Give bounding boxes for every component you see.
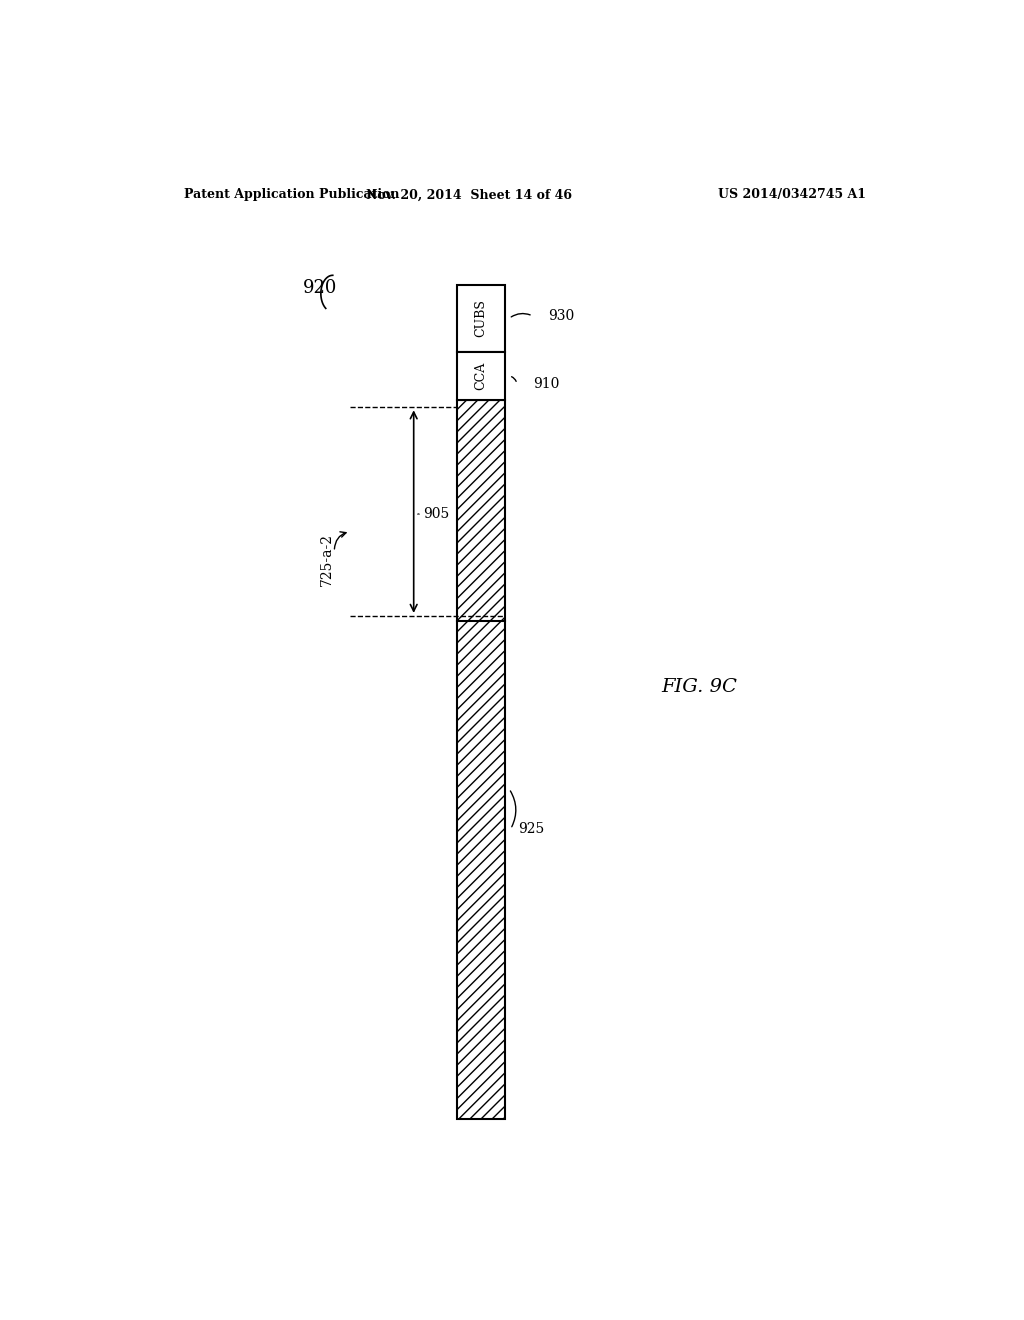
Bar (458, 351, 505, 400)
Bar (458, 285, 505, 351)
Text: CCA: CCA (475, 362, 487, 389)
Text: Patent Application Publication: Patent Application Publication (183, 189, 399, 202)
Text: 910: 910 (532, 378, 559, 391)
Text: CUBS: CUBS (475, 300, 487, 338)
Text: 905: 905 (423, 507, 450, 521)
Text: FIG. 9C: FIG. 9C (662, 678, 737, 696)
Text: US 2014/0342745 A1: US 2014/0342745 A1 (718, 189, 866, 202)
Text: 920: 920 (303, 280, 337, 297)
Text: 725-a-2: 725-a-2 (319, 533, 334, 586)
Text: 930: 930 (549, 309, 574, 323)
Bar (458, 400, 505, 1119)
Text: 925: 925 (518, 822, 545, 837)
Text: Nov. 20, 2014  Sheet 14 of 46: Nov. 20, 2014 Sheet 14 of 46 (367, 189, 572, 202)
